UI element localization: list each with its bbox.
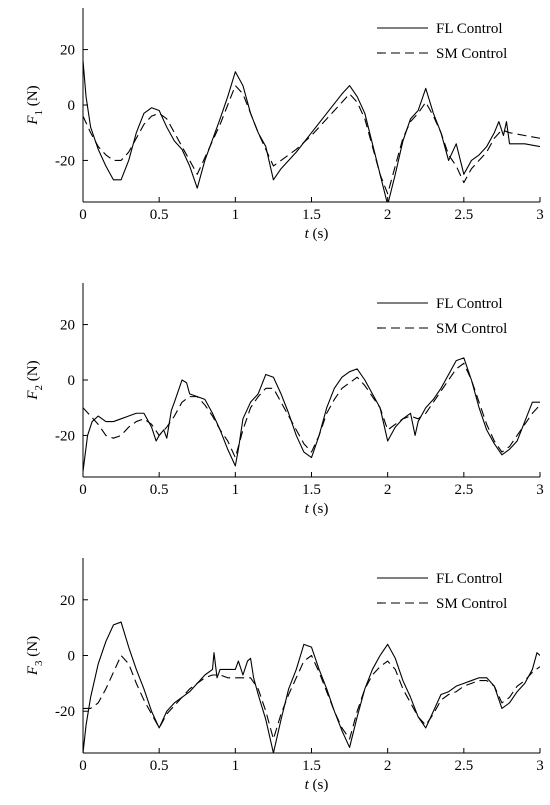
x-tick-label: 1 xyxy=(232,207,240,223)
series-line-sm-control xyxy=(83,654,540,740)
x-tick-label: 2 xyxy=(384,207,392,223)
x-tick-label: 0.5 xyxy=(150,758,169,774)
y-tick-label: 20 xyxy=(60,318,75,334)
y-axis-label: F1 (N) xyxy=(25,85,45,125)
y-tick-label: 0 xyxy=(68,373,76,389)
y-tick-label: -20 xyxy=(55,704,75,720)
plot-panel-3: 0 0.5 1 1.5 2 2.5 3 -20 0 20 t (s) F3 (N) FL Control… xyxy=(25,558,544,793)
x-tick-label: 3 xyxy=(536,482,544,498)
x-axis-label: t (s) xyxy=(305,226,329,242)
x-tick-label: 2.5 xyxy=(454,482,473,498)
x-tick-label: 1.5 xyxy=(302,207,321,223)
x-tick-label: 3 xyxy=(536,758,544,774)
x-tick-label: 2.5 xyxy=(454,758,473,774)
y-tick-label: 20 xyxy=(60,43,75,59)
x-tick-label: 0 xyxy=(79,758,87,774)
x-tick-label: 3 xyxy=(536,207,544,223)
series-line-sm-control xyxy=(83,362,540,459)
legend-label-sm-control: SM Control xyxy=(436,321,507,337)
x-tick-label: 1 xyxy=(232,758,240,774)
x-tick-label: 0.5 xyxy=(150,207,169,223)
x-tick-label: 0 xyxy=(79,207,87,223)
x-tick-label: 1.5 xyxy=(302,758,321,774)
x-tick-label: 1.5 xyxy=(302,482,321,498)
plot-panel-2: 0 0.5 1 1.5 2 2.5 3 -20 0 20 t (s) F2 (N) FL Control… xyxy=(25,283,544,517)
x-axis-label: t (s) xyxy=(305,501,329,517)
legend-label-sm-control: SM Control xyxy=(436,46,507,62)
y-tick-label: 0 xyxy=(68,649,76,665)
x-tick-label: 2 xyxy=(384,758,392,774)
x-tick-label: 1 xyxy=(232,482,240,498)
series-line-sm-control xyxy=(83,85,540,195)
y-axis-label: F3 (N) xyxy=(25,636,45,676)
plot-panel-1: 0 0.5 1 1.5 2 2.5 3 -20 0 20 t (s) F1 (N) FL Control… xyxy=(25,8,544,242)
x-tick-label: 2.5 xyxy=(454,207,473,223)
legend-label-fl-control: FL Control xyxy=(436,296,503,312)
y-tick-label: 0 xyxy=(68,98,76,114)
series-line-fl-control xyxy=(83,60,540,202)
y-tick-label: 20 xyxy=(60,593,75,609)
x-axis-label: t (s) xyxy=(305,777,329,793)
legend-label-fl-control: FL Control xyxy=(436,571,503,587)
y-tick-label: -20 xyxy=(55,428,75,444)
legend-label-fl-control: FL Control xyxy=(436,21,503,37)
x-tick-label: 0.5 xyxy=(150,482,169,498)
series-line-fl-control xyxy=(83,357,540,472)
x-tick-label: 2 xyxy=(384,482,392,498)
x-tick-label: 0 xyxy=(79,482,87,498)
y-axis-label: F2 (N) xyxy=(25,360,45,400)
legend-label-sm-control: SM Control xyxy=(436,596,507,612)
y-tick-label: -20 xyxy=(55,153,75,169)
series-line-fl-control xyxy=(83,621,540,753)
